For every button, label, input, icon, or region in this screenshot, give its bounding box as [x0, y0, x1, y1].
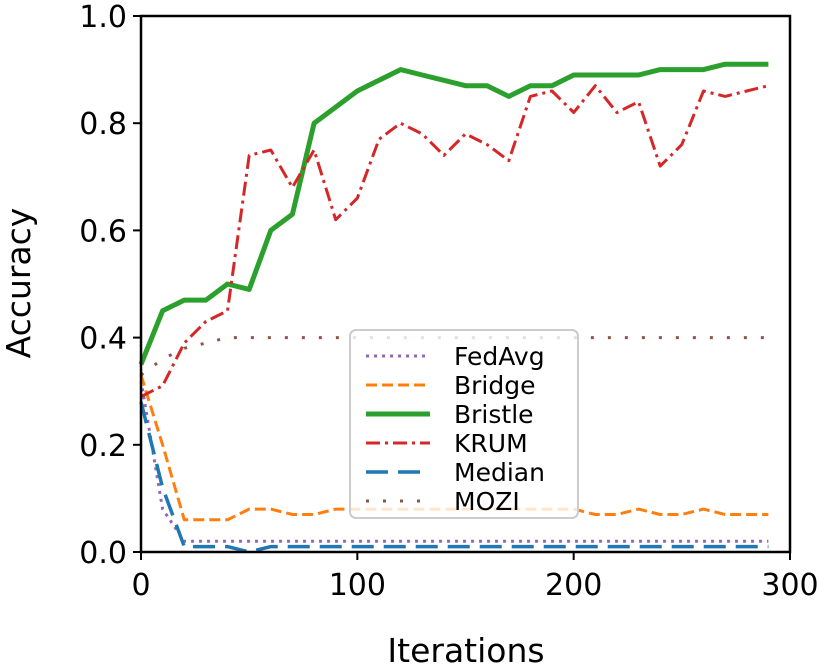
- y-axis-title: Accuracy: [0, 208, 38, 359]
- legend-label-bristle: Bristle: [454, 400, 534, 429]
- x-tick-label: 300: [761, 568, 818, 603]
- series-line-bristle: [138, 61, 769, 366]
- legend-label-fedavg: FedAvg: [454, 342, 545, 371]
- y-tick-label: 0.6: [79, 214, 127, 249]
- y-tick-label: 0.4: [79, 322, 127, 357]
- x-tick-label: 0: [131, 568, 150, 603]
- series-line-mozi: [140, 336, 769, 377]
- series-line-fedavg: [139, 380, 769, 543]
- x-tick-label: 100: [329, 568, 386, 603]
- y-tick-label: 1.0: [79, 0, 127, 35]
- series-line-median: [139, 401, 769, 554]
- series-line-krum: [140, 84, 769, 398]
- legend-label-krum: KRUM: [454, 429, 528, 458]
- x-axis-title: Iterations: [387, 631, 544, 670]
- x-tick-label: 200: [545, 568, 602, 603]
- y-tick-label: 0.8: [79, 107, 127, 142]
- legend-label-bridge: Bridge: [454, 371, 536, 400]
- plot-frame: [139, 14, 792, 554]
- legend-label-median: Median: [454, 458, 545, 487]
- y-tick-label: 0.0: [79, 536, 127, 571]
- y-tick-label: 0.2: [79, 429, 127, 464]
- legend-label-mozi: MOZI: [454, 487, 520, 516]
